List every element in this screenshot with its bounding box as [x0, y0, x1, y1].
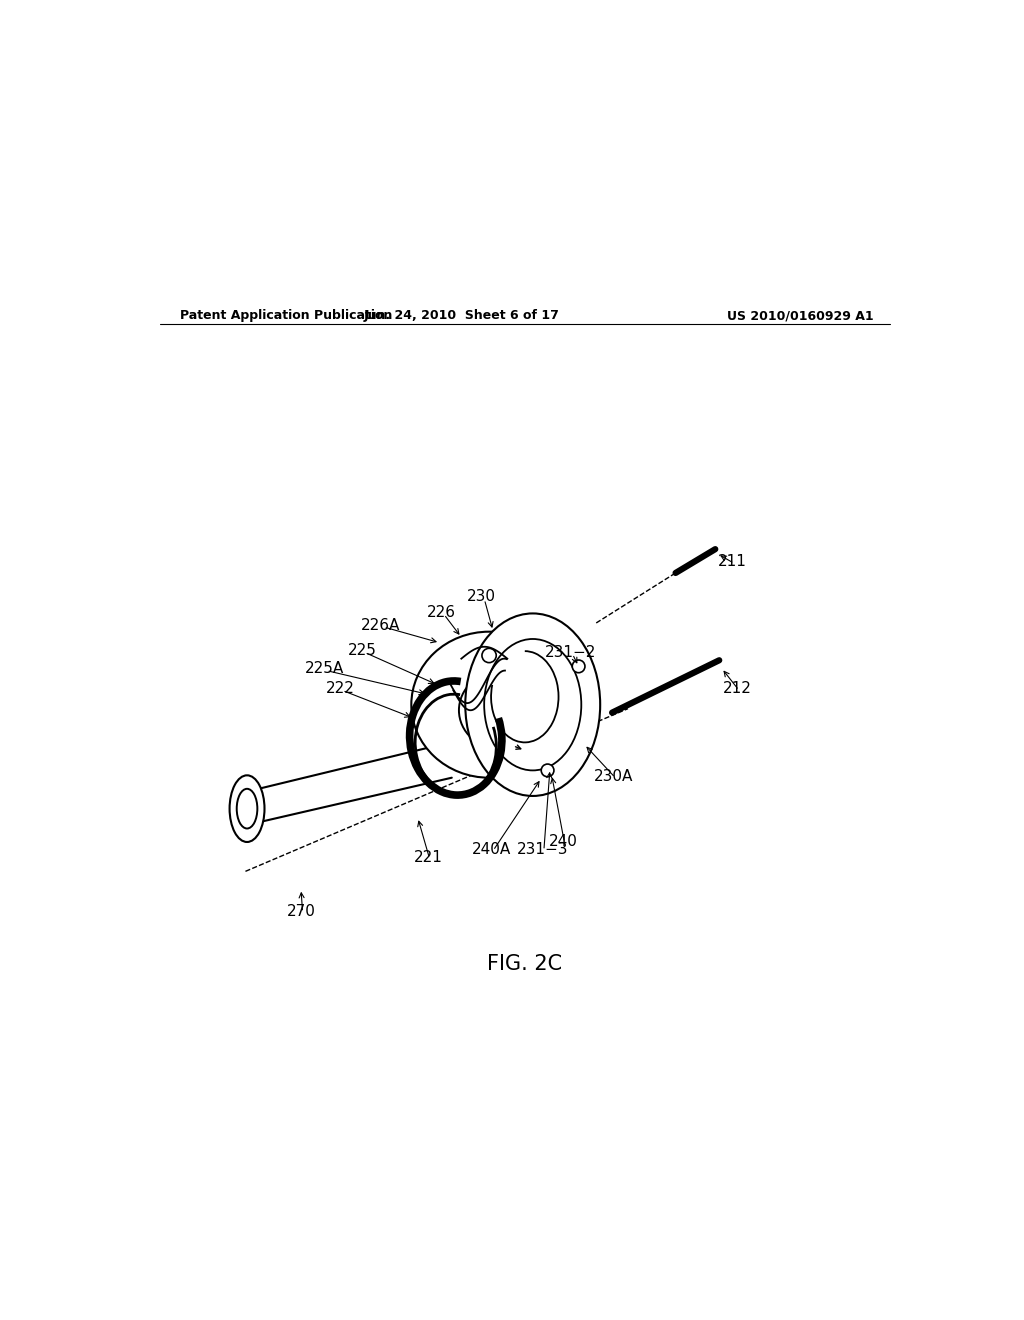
- Text: 270: 270: [287, 903, 315, 919]
- Text: 230A: 230A: [594, 768, 634, 784]
- Text: 212: 212: [723, 681, 752, 697]
- Ellipse shape: [465, 614, 600, 796]
- Text: FIG. 2C: FIG. 2C: [487, 954, 562, 974]
- Text: 240: 240: [549, 834, 578, 849]
- Text: US 2010/0160929 A1: US 2010/0160929 A1: [727, 309, 873, 322]
- Ellipse shape: [542, 764, 554, 776]
- Text: 222: 222: [327, 681, 355, 697]
- Ellipse shape: [459, 671, 546, 750]
- Text: Jun. 24, 2010  Sheet 6 of 17: Jun. 24, 2010 Sheet 6 of 17: [364, 309, 559, 322]
- Ellipse shape: [412, 632, 567, 777]
- Text: 221: 221: [414, 850, 442, 865]
- Text: 240A: 240A: [472, 842, 511, 857]
- Text: 225A: 225A: [305, 661, 344, 676]
- Text: 231−3: 231−3: [516, 842, 568, 857]
- Text: 230: 230: [467, 589, 496, 605]
- Text: Patent Application Publication: Patent Application Publication: [179, 309, 392, 322]
- Text: 231−2: 231−2: [545, 644, 597, 660]
- Ellipse shape: [229, 775, 264, 842]
- Text: 226: 226: [427, 605, 456, 620]
- Ellipse shape: [482, 648, 497, 663]
- Ellipse shape: [572, 660, 585, 673]
- Text: 226A: 226A: [360, 618, 400, 632]
- Text: 225: 225: [348, 643, 377, 659]
- Text: 211: 211: [718, 554, 748, 569]
